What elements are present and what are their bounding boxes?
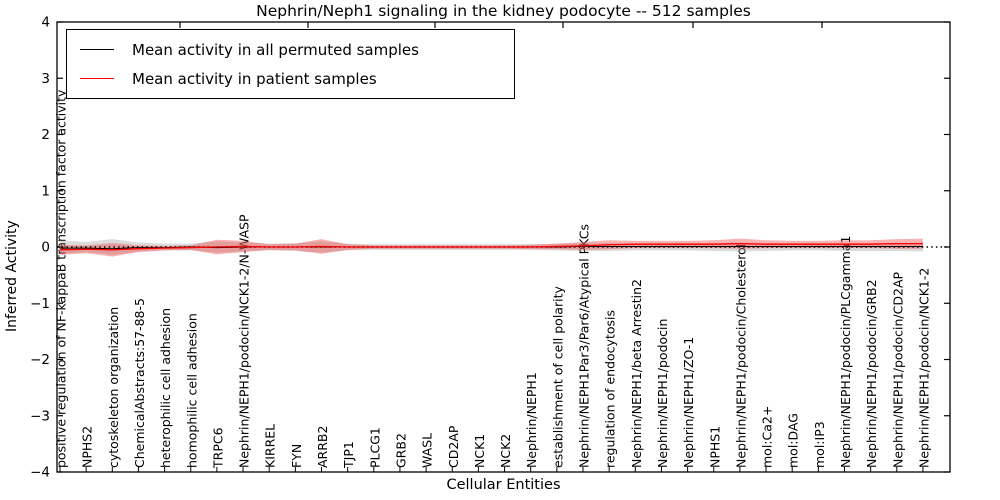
y-tick-label: 0 bbox=[41, 240, 50, 256]
series-line-patient bbox=[59, 242, 923, 251]
y-tick-label: 4 bbox=[41, 15, 50, 31]
x-tick-label: heterophilic cell adhesion bbox=[158, 308, 173, 468]
legend-item-patient: Mean activity in patient samples bbox=[67, 64, 514, 93]
x-tick-label: Nephrin/NEPH1/podocin/Cholesterol bbox=[733, 244, 748, 468]
x-tick-label: CD2AP bbox=[446, 425, 461, 468]
x-tick-label: KIRREL bbox=[263, 424, 278, 468]
y-tick-label: −2 bbox=[30, 352, 50, 368]
x-tick-label: GRB2 bbox=[393, 433, 408, 468]
x-tick-label: mol:DAG bbox=[786, 413, 801, 468]
y-tick-label: −1 bbox=[30, 296, 50, 312]
x-tick-label: ChemicalAbstracts:57-88-5 bbox=[132, 298, 147, 468]
x-tick-label: mol:IP3 bbox=[812, 421, 827, 468]
x-tick-label: NPHS2 bbox=[80, 426, 95, 468]
x-tick-label: NCK1 bbox=[472, 434, 487, 468]
x-tick-label: Nephrin/NEPH1/podocin/GRB2 bbox=[864, 279, 879, 468]
x-tick-label: TRPC6 bbox=[210, 427, 225, 469]
legend: Mean activity in all permuted samples Me… bbox=[66, 29, 515, 99]
x-tick-label: positive regulation of NF-kappaB transcr… bbox=[54, 89, 69, 468]
x-tick-label: Nephrin/NEPH1Par3/Par6/Atypical PKCs bbox=[577, 224, 592, 468]
x-tick-label: Nephrin/NEPH1/ZO-1 bbox=[681, 337, 696, 468]
x-tick-label: NCK2 bbox=[498, 434, 513, 468]
legend-item-permuted: Mean activity in all permuted samples bbox=[67, 35, 514, 64]
x-tick-label: regulation of endocytosis bbox=[603, 310, 618, 468]
chart-title: Nephrin/Neph1 signaling in the kidney po… bbox=[256, 2, 751, 20]
legend-line-red-icon bbox=[80, 78, 114, 79]
x-tick-label: Nephrin/NEPH1/podocin/CD2AP bbox=[890, 272, 905, 468]
x-tick-label: NPHS1 bbox=[707, 426, 722, 468]
x-tick-label: mol:Ca2+ bbox=[760, 406, 775, 468]
legend-label-patient: Mean activity in patient samples bbox=[132, 69, 377, 88]
x-tick-label: WASL bbox=[420, 433, 435, 468]
x-tick-label: Nephrin/NEPH1/podocin/PLCgamma1 bbox=[838, 236, 853, 468]
legend-line-black-icon bbox=[80, 49, 114, 50]
legend-label-permuted: Mean activity in all permuted samples bbox=[132, 40, 419, 59]
x-tick-label: Nephrin/NEPH1/beta Arrestin2 bbox=[629, 279, 644, 468]
x-tick-label: ARRB2 bbox=[315, 426, 330, 468]
x-tick-label: Nephrin/NEPH1/podocin bbox=[655, 319, 670, 468]
x-tick-label: FYN bbox=[289, 444, 304, 468]
y-tick-label: 2 bbox=[41, 127, 50, 143]
y-tick-label: 1 bbox=[41, 183, 50, 199]
x-tick-label: Nephrin/NEPH1/podocin/NCK1-2 bbox=[916, 268, 931, 468]
x-tick-label: TJP1 bbox=[341, 441, 356, 469]
y-tick-label: 3 bbox=[41, 71, 50, 87]
x-tick-label: Nephrin/NEPH1/podocin/NCK1-2/N-WASP bbox=[237, 214, 252, 468]
y-tick-label: −4 bbox=[30, 465, 50, 481]
x-tick-label: Nephrin/NEPH1 bbox=[524, 372, 539, 468]
x-tick-label: establishment of cell polarity bbox=[550, 286, 565, 468]
x-axis-label: Cellular Entities bbox=[446, 477, 561, 493]
y-tick-label: −3 bbox=[30, 408, 50, 424]
x-tick-label: PLCG1 bbox=[367, 427, 382, 468]
x-tick-label: cytoskeleton organization bbox=[106, 307, 121, 468]
y-axis-label: Inferred Activity bbox=[4, 220, 20, 332]
x-tick-label: homophilic cell adhesion bbox=[184, 313, 199, 468]
